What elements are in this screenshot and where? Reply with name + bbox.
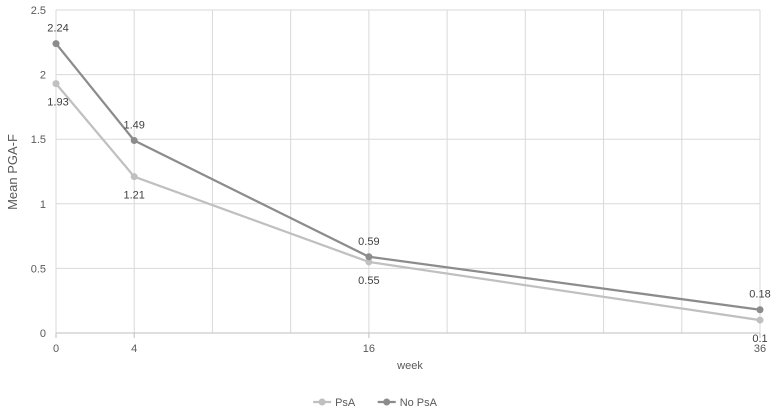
legend: PsA No PsA xyxy=(313,397,438,409)
data-label: 1.93 xyxy=(47,97,68,109)
data-point xyxy=(365,253,373,261)
data-point xyxy=(130,173,138,181)
y-tick-label: 0.5 xyxy=(31,263,46,275)
series-layer xyxy=(52,40,764,324)
legend-marker xyxy=(318,398,326,406)
data-label: 1.21 xyxy=(124,190,145,202)
series-line-1 xyxy=(55,42,761,311)
axes: 0 0.5 1 1.5 2 2.5 0 4 16 36 xyxy=(31,5,766,355)
x-tick-label: 36 xyxy=(754,343,766,355)
legend-marker xyxy=(383,398,391,406)
series-line-0 xyxy=(55,82,761,322)
data-label: 0.55 xyxy=(358,275,379,287)
y-axis-title: Mean PGA-F xyxy=(5,134,20,210)
data-point xyxy=(756,306,764,314)
y-tick-label: 2 xyxy=(40,70,46,82)
y-tick-label: 2.5 xyxy=(31,5,46,17)
data-label: 0.59 xyxy=(358,236,379,248)
data-label: 2.24 xyxy=(47,23,68,35)
x-tick-label: 16 xyxy=(363,343,375,355)
legend-entry: No PsA xyxy=(400,397,438,409)
y-tick-label: 1 xyxy=(40,199,46,211)
x-tick-label: 0 xyxy=(53,343,59,355)
grid xyxy=(56,9,761,333)
data-labels: 1.93 1.21 0.55 0.1 2.24 1.49 0.59 0.18 xyxy=(47,23,770,345)
data-label: 0.1 xyxy=(752,333,767,345)
legend-entry: PsA xyxy=(335,397,356,409)
data-label: 0.18 xyxy=(749,289,770,301)
data-point xyxy=(365,258,373,266)
x-axis-title: week xyxy=(396,360,423,372)
data-point xyxy=(130,136,138,144)
data-point xyxy=(52,40,60,48)
data-point xyxy=(756,316,764,324)
y-tick-label: 0 xyxy=(40,328,46,340)
x-tick-label: 4 xyxy=(131,343,137,355)
y-tick-label: 1.5 xyxy=(31,134,46,146)
data-point xyxy=(52,80,60,88)
data-label: 1.49 xyxy=(124,119,145,131)
